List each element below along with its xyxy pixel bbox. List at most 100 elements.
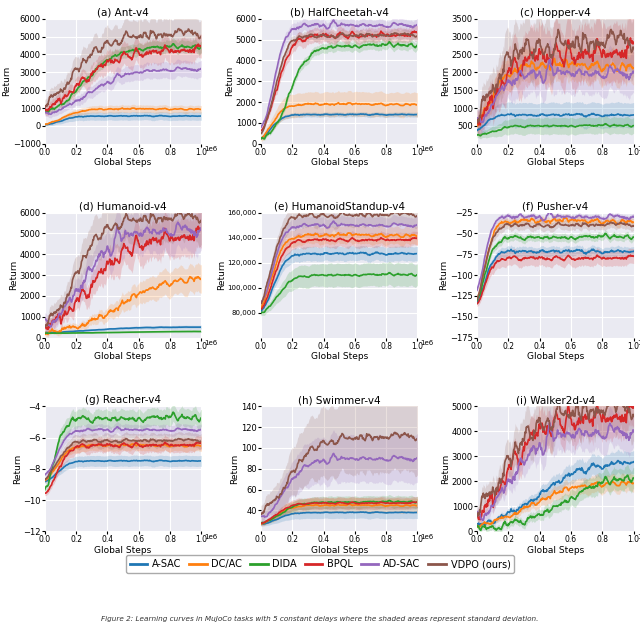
DIDA: [399, 498, 407, 506]
VDPO (ours): [42, 323, 49, 331]
Y-axis label: Return: Return: [225, 66, 234, 96]
DC/AC: [473, 295, 481, 302]
AD-SAC: [479, 517, 486, 524]
Line: BPQL: BPQL: [261, 31, 417, 131]
A-SAC: [569, 111, 577, 119]
AD-SAC: [350, 222, 358, 229]
VDPO (ours): [42, 476, 49, 483]
Line: AD-SAC: AD-SAC: [477, 59, 634, 122]
Line: DIDA: DIDA: [261, 501, 417, 523]
BPQL: [605, 254, 613, 262]
BPQL: [570, 56, 577, 64]
BPQL: [605, 51, 613, 58]
DC/AC: [400, 233, 408, 241]
DIDA: [257, 134, 265, 142]
DC/AC: [570, 61, 578, 69]
Text: 1e6: 1e6: [420, 340, 434, 346]
DIDA: [473, 296, 481, 304]
Line: VDPO (ours): VDPO (ours): [45, 212, 202, 327]
AD-SAC: [473, 287, 481, 294]
BPQL: [627, 34, 634, 42]
VDPO (ours): [134, 32, 142, 40]
VDPO (ours): [474, 119, 481, 127]
AD-SAC: [138, 426, 145, 434]
BPQL: [350, 30, 358, 38]
Line: VDPO (ours): VDPO (ours): [261, 212, 417, 304]
DC/AC: [630, 64, 637, 72]
DC/AC: [134, 105, 142, 112]
VDPO (ours): [257, 299, 265, 307]
Line: BPQL: BPQL: [477, 38, 634, 125]
VDPO (ours): [257, 509, 265, 517]
DIDA: [605, 481, 613, 488]
BPQL: [627, 251, 634, 259]
Text: 1e6: 1e6: [637, 340, 640, 346]
A-SAC: [566, 248, 573, 256]
DC/AC: [257, 521, 265, 528]
DC/AC: [413, 502, 421, 509]
BPQL: [630, 253, 637, 260]
VDPO (ours): [567, 409, 575, 417]
AD-SAC: [390, 452, 398, 459]
A-SAC: [473, 299, 481, 307]
BPQL: [399, 31, 406, 39]
DC/AC: [605, 480, 613, 488]
A-SAC: [173, 112, 181, 120]
A-SAC: [134, 457, 142, 464]
AD-SAC: [174, 63, 182, 71]
DC/AC: [335, 501, 342, 508]
BPQL: [566, 44, 574, 52]
AD-SAC: [134, 69, 142, 76]
BPQL: [257, 305, 265, 312]
BPQL: [473, 300, 481, 308]
Text: 1e6: 1e6: [205, 534, 218, 540]
DC/AC: [566, 485, 574, 492]
Line: DC/AC: DC/AC: [477, 59, 634, 126]
VDPO (ours): [198, 33, 205, 41]
Line: DIDA: DIDA: [477, 475, 634, 531]
DC/AC: [630, 219, 637, 226]
AD-SAC: [390, 19, 397, 27]
DIDA: [134, 415, 141, 422]
AD-SAC: [257, 512, 265, 520]
VDPO (ours): [353, 211, 361, 219]
BPQL: [399, 236, 406, 244]
AD-SAC: [570, 72, 578, 80]
Line: A-SAC: A-SAC: [477, 461, 634, 526]
DC/AC: [606, 218, 614, 226]
AD-SAC: [184, 65, 191, 72]
AD-SAC: [630, 69, 637, 76]
BPQL: [350, 499, 358, 506]
DIDA: [385, 38, 393, 46]
BPQL: [615, 254, 623, 262]
Line: DIDA: DIDA: [45, 44, 202, 112]
X-axis label: Global Steps: Global Steps: [310, 158, 368, 168]
Line: DIDA: DIDA: [477, 124, 634, 136]
DC/AC: [474, 295, 481, 302]
DIDA: [41, 107, 49, 115]
DC/AC: [351, 501, 358, 509]
DC/AC: [474, 522, 482, 530]
DIDA: [174, 45, 182, 53]
VDPO (ours): [257, 130, 265, 138]
DC/AC: [258, 134, 266, 141]
A-SAC: [42, 329, 49, 336]
DC/AC: [198, 106, 205, 113]
DC/AC: [174, 442, 182, 449]
DIDA: [616, 122, 624, 129]
DIDA: [198, 43, 205, 51]
A-SAC: [630, 458, 637, 466]
VDPO (ours): [138, 216, 145, 223]
VDPO (ours): [42, 322, 50, 329]
AD-SAC: [134, 231, 142, 238]
BPQL: [195, 438, 202, 446]
Line: VDPO (ours): VDPO (ours): [45, 29, 202, 107]
A-SAC: [566, 248, 574, 256]
BPQL: [389, 499, 397, 507]
Legend: A-SAC, DC/AC, DIDA, BPQL, AD-SAC, VDPO (ours): A-SAC, DC/AC, DIDA, BPQL, AD-SAC, VDPO (…: [125, 556, 515, 573]
A-SAC: [474, 520, 481, 528]
BPQL: [353, 500, 360, 508]
VDPO (ours): [175, 25, 182, 32]
A-SAC: [157, 112, 165, 119]
BPQL: [41, 105, 49, 112]
